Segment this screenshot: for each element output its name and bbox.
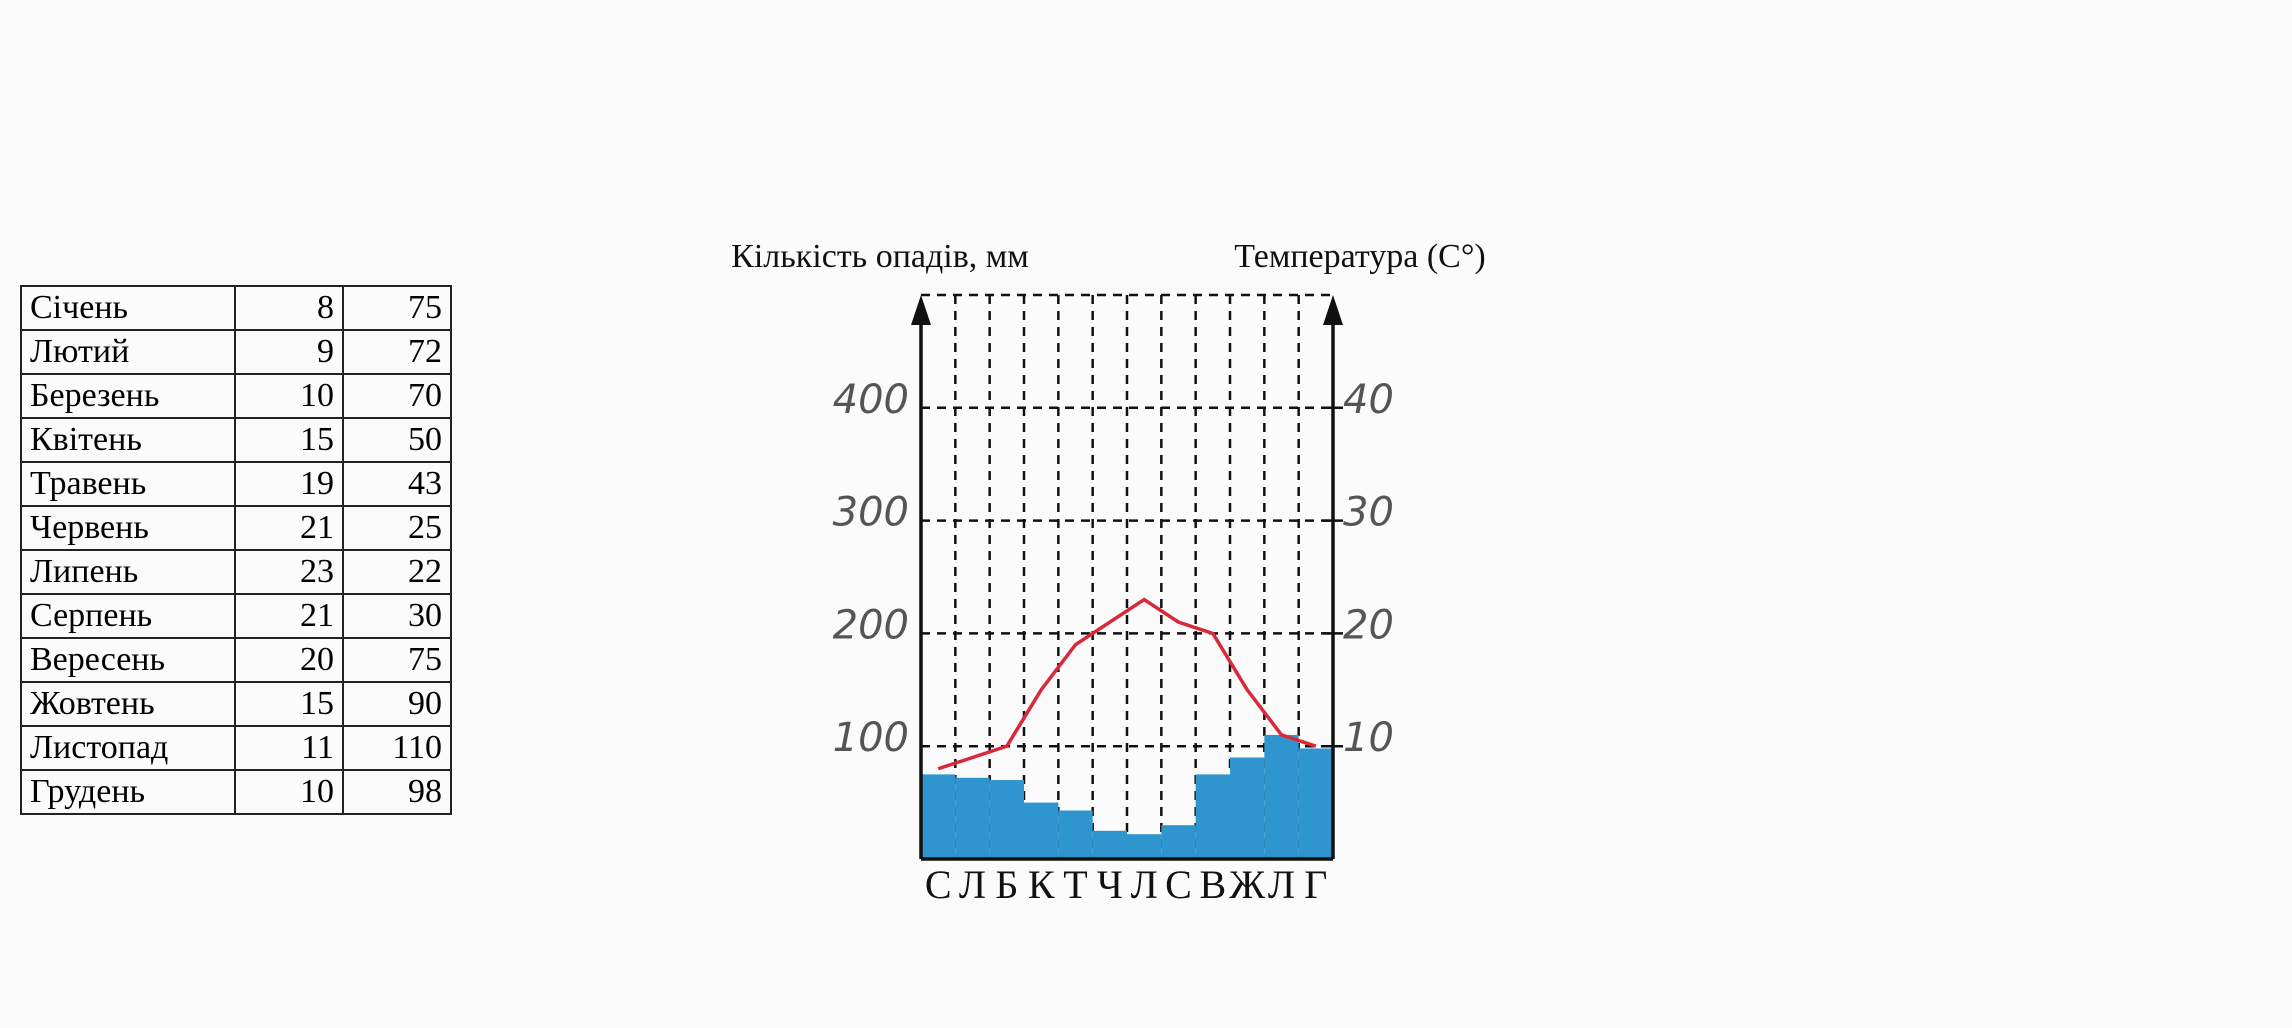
table-cell: 8 xyxy=(234,285,344,331)
table-cell: 50 xyxy=(342,417,452,463)
temperature-line xyxy=(937,597,1317,771)
y2-axis-label: Температура (С°) xyxy=(1234,238,1486,275)
y2-tick-label: 30 xyxy=(1343,490,1394,536)
table-row: Лютий 9 72 xyxy=(20,329,452,375)
x-tick-label: В xyxy=(1199,862,1226,907)
bar xyxy=(1127,834,1162,859)
table-cell: 70 xyxy=(342,373,452,419)
table-cell: Лютий xyxy=(20,329,236,375)
table-cell: 98 xyxy=(342,769,452,815)
table-cell: Серпень xyxy=(20,593,236,639)
table-row: Липень 23 22 xyxy=(20,549,452,595)
climate-table: Січень 8 75 Лютий 9 72 Березень 10 70 Квітень 15 50… xyxy=(20,285,452,815)
table-cell: 10 xyxy=(234,769,344,815)
x-tick-label: Ч xyxy=(1097,862,1123,907)
table-cell: 21 xyxy=(234,505,344,551)
table-cell: 30 xyxy=(342,593,452,639)
table-cell: Грудень xyxy=(20,769,236,815)
table-cell: 23 xyxy=(234,549,344,595)
x-tick-label: Г xyxy=(1304,862,1327,907)
table-cell: 25 xyxy=(342,505,452,551)
table-row: Січень 8 75 xyxy=(20,285,452,331)
x-tick-label: С xyxy=(1165,862,1192,907)
table-cell: 75 xyxy=(342,637,452,683)
table-cell: Березень xyxy=(20,373,236,419)
y-tick-label: 200 xyxy=(833,602,909,648)
axis-arrow xyxy=(1323,295,1343,325)
x-tick-label: Л xyxy=(1268,862,1295,907)
bar xyxy=(955,777,990,859)
bar xyxy=(1264,734,1299,859)
table-cell: 20 xyxy=(234,637,344,683)
table-cell: Травень xyxy=(20,461,236,507)
y-tick-label: 100 xyxy=(833,715,909,761)
table-body: Січень 8 75 Лютий 9 72 Березень 10 70 Квітень 15 50… xyxy=(20,285,452,815)
table-cell: 10 xyxy=(234,373,344,419)
y2-tick-label: 40 xyxy=(1343,377,1394,423)
table-row: Грудень 10 98 xyxy=(20,769,452,815)
table-row: Вересень 20 75 xyxy=(20,637,452,683)
x-tick-label: К xyxy=(1028,862,1055,907)
table-cell: Жовтень xyxy=(20,681,236,727)
y2-tick-label: 20 xyxy=(1343,602,1394,648)
bar xyxy=(921,774,956,859)
table-cell: 43 xyxy=(342,461,452,507)
y-axis-label: Кількість опадів, мм xyxy=(731,238,1029,275)
table-cell: Січень xyxy=(20,285,236,331)
table-cell: 11 xyxy=(234,725,344,771)
table-cell: Листопад xyxy=(20,725,236,771)
table-cell: 19 xyxy=(234,461,344,507)
bar xyxy=(1161,825,1196,859)
x-tick-label: Б xyxy=(995,862,1018,907)
table-cell: 22 xyxy=(342,549,452,595)
table-cell: 15 xyxy=(234,681,344,727)
bar xyxy=(1024,802,1059,859)
y-tick-label: 300 xyxy=(833,490,909,536)
table-cell: 75 xyxy=(342,285,452,331)
table-row: Березень 10 70 xyxy=(20,373,452,419)
table-row: Жовтень 15 90 xyxy=(20,681,452,727)
bar xyxy=(1230,757,1265,859)
table-cell: 21 xyxy=(234,593,344,639)
axis-arrow xyxy=(911,295,931,325)
table-cell: 72 xyxy=(342,329,452,375)
table-row: Червень 21 25 xyxy=(20,505,452,551)
bar xyxy=(1058,810,1093,859)
table-cell: 90 xyxy=(342,681,452,727)
table-cell: Липень xyxy=(20,549,236,595)
x-tick-label: Т xyxy=(1063,862,1087,907)
x-tick-label: Ж xyxy=(1229,862,1265,907)
table-cell: Червень xyxy=(20,505,236,551)
x-tick-label: С xyxy=(925,862,952,907)
bar xyxy=(1195,774,1230,859)
bar xyxy=(1298,748,1333,859)
table-cell: Квітень xyxy=(20,417,236,463)
y-tick-label: 400 xyxy=(833,377,909,423)
table-row: Травень 19 43 xyxy=(20,461,452,507)
table-row: Серпень 21 30 xyxy=(20,593,452,639)
table-row: Квітень 15 50 xyxy=(20,417,452,463)
table-cell: 110 xyxy=(342,725,452,771)
x-tick-label: Л xyxy=(1131,862,1158,907)
y2-tick-label: 10 xyxy=(1343,715,1394,761)
table-row: Листопад 11 110 xyxy=(20,725,452,771)
bar xyxy=(1092,830,1127,859)
bar xyxy=(989,780,1024,859)
table-cell: 15 xyxy=(234,417,344,463)
x-tick-label: Л xyxy=(959,862,986,907)
table-cell: Вересень xyxy=(20,637,236,683)
table-cell: 9 xyxy=(234,329,344,375)
